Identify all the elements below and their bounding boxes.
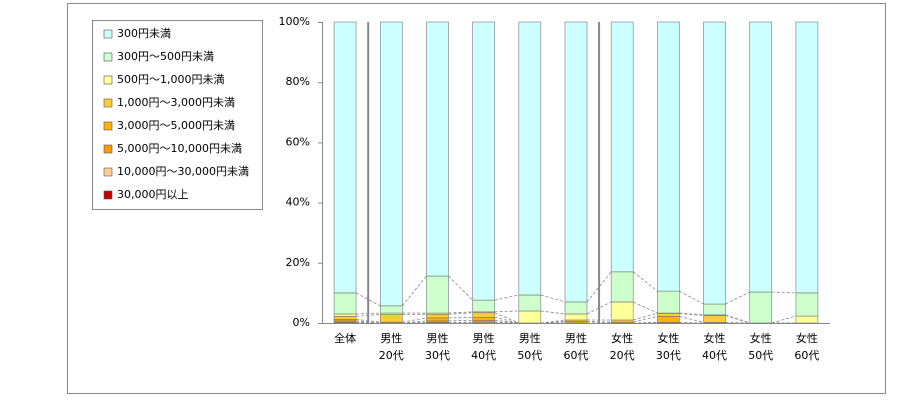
- bar-segment: [473, 300, 495, 312]
- x-tick-label: 男性: [380, 331, 402, 345]
- bar-segment: [519, 311, 541, 323]
- bar-segment: [657, 313, 679, 316]
- bar-segment: [565, 314, 587, 320]
- legend-label: 30,000円以上: [117, 188, 189, 201]
- bar-segment: [380, 315, 402, 323]
- bar-segment: [704, 22, 726, 304]
- x-tick-label: 男性: [565, 331, 587, 345]
- x-tick-label: 女性: [611, 331, 633, 345]
- bar-segment: [426, 276, 448, 313]
- bar-segment: [704, 315, 726, 322]
- legend-swatch: [104, 53, 112, 61]
- bar-segment: [657, 22, 679, 291]
- x-tick-label: 50代: [517, 349, 542, 362]
- legend-swatch: [104, 76, 112, 84]
- bar-segment: [334, 293, 356, 314]
- bar-segment: [426, 314, 448, 318]
- x-tick-label: 男性: [473, 331, 495, 345]
- y-tick-label: 60%: [286, 135, 310, 148]
- bar-segment: [750, 292, 772, 323]
- bar-segment: [473, 317, 495, 320]
- x-tick-label: 20代: [379, 349, 404, 362]
- x-tick-label: 男性: [426, 331, 448, 345]
- legend-box: [93, 21, 263, 210]
- bar-segment: [611, 320, 633, 322]
- bar-segment: [380, 22, 402, 306]
- bar-segment: [796, 293, 818, 316]
- bar-segment: [704, 304, 726, 315]
- x-tick-label: 20代: [610, 349, 635, 362]
- bar-segment: [473, 22, 495, 300]
- bar-segment: [334, 22, 356, 293]
- bar-segment: [426, 22, 448, 276]
- legend-swatch: [104, 168, 112, 176]
- x-tick-label: 女性: [750, 331, 772, 345]
- x-tick-label: 女性: [704, 331, 726, 345]
- x-tick-label: 全体: [334, 331, 356, 345]
- legend-swatch: [104, 145, 112, 153]
- bar-segment: [473, 313, 495, 318]
- y-tick-label: 100%: [279, 15, 310, 28]
- bar-segment: [334, 316, 356, 319]
- legend-label: 1,000円～3,000円未満: [117, 96, 235, 109]
- y-tick-label: 0%: [293, 316, 310, 329]
- bar-segment: [796, 22, 818, 293]
- y-tick-label: 20%: [286, 256, 310, 269]
- bar-segment: [519, 22, 541, 295]
- bar-segment: [750, 22, 772, 292]
- legend-label: 300円～500円未満: [117, 50, 214, 63]
- x-tick-label: 30代: [656, 349, 681, 362]
- x-tick-label: 女性: [796, 331, 818, 345]
- legend-label: 3,000円～5,000円未満: [117, 119, 235, 132]
- legend-label: 300円未満: [117, 27, 171, 40]
- legend-swatch: [104, 122, 112, 130]
- y-tick-label: 40%: [286, 196, 310, 209]
- x-tick-label: 40代: [471, 349, 496, 362]
- bar-segment: [657, 291, 679, 313]
- x-tick-label: 40代: [702, 349, 727, 362]
- legend-label: 10,000円～30,000円未満: [117, 165, 249, 178]
- bar-segment: [796, 316, 818, 323]
- bar-segment: [380, 306, 402, 313]
- bar-segment: [611, 22, 633, 272]
- bar-segment: [565, 22, 587, 302]
- x-tick-label: 60代: [564, 349, 589, 362]
- x-tick-label: 女性: [657, 331, 679, 345]
- y-tick-label: 80%: [286, 75, 310, 88]
- x-tick-label: 60代: [794, 349, 819, 362]
- legend-swatch: [104, 30, 112, 38]
- bar-segment: [611, 302, 633, 320]
- legend-label: 500円～1,000円未満: [117, 73, 225, 86]
- legend-label: 5,000円～10,000円未満: [117, 142, 242, 155]
- bar-segment: [426, 318, 448, 321]
- x-tick-label: 男性: [519, 331, 541, 345]
- x-tick-label: 30代: [425, 349, 450, 362]
- bar-segment: [565, 302, 587, 314]
- bar-segment: [334, 314, 356, 316]
- x-tick-label: 50代: [748, 349, 773, 362]
- bar-segment: [657, 316, 679, 322]
- legend-swatch: [104, 99, 112, 107]
- bar-segment: [611, 272, 633, 302]
- legend-swatch: [104, 191, 112, 199]
- bar-segment: [519, 295, 541, 311]
